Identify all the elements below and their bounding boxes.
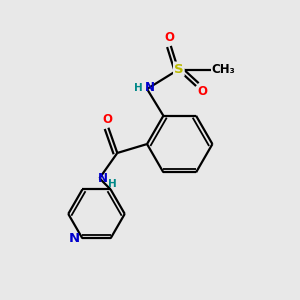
Text: H: H <box>134 82 143 92</box>
Text: N: N <box>144 81 154 94</box>
Text: H: H <box>109 178 117 189</box>
Text: O: O <box>198 85 208 98</box>
Text: S: S <box>174 63 184 76</box>
Text: N: N <box>68 232 80 245</box>
Text: O: O <box>102 113 112 126</box>
Text: O: O <box>164 31 174 44</box>
Text: CH₃: CH₃ <box>212 63 235 76</box>
Text: N: N <box>98 172 107 185</box>
